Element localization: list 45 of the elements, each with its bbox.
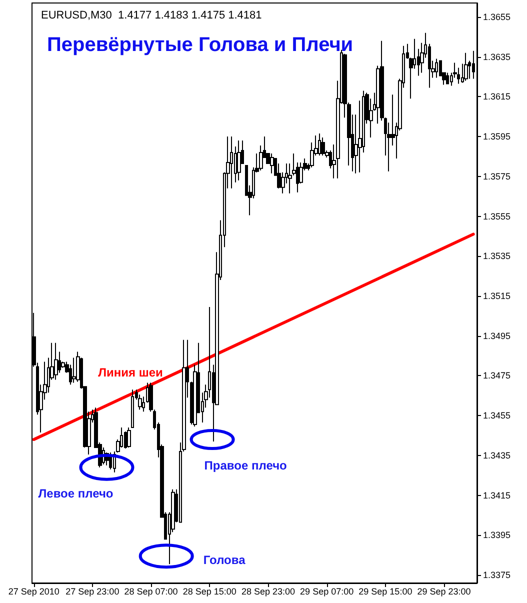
candlestick: [109, 452, 112, 470]
candlestick: [142, 396, 145, 412]
candlestick: [446, 72, 449, 84]
candlestick: [318, 133, 321, 156]
annotation: Левое плечо: [38, 486, 114, 500]
y-tick-label: 1.3495: [483, 330, 511, 341]
candlestick: [237, 140, 241, 181]
y-tick-label: 1.3595: [483, 132, 511, 142]
text: Перевёрнутые Голова и Плечи: [47, 34, 354, 56]
x-tick-label: 29 Sep 15:00: [358, 586, 412, 596]
candlestick: [54, 342, 58, 380]
y-tick-label: 1.3535: [483, 251, 511, 262]
x-tick-label: 29 Sep 07:00: [300, 586, 354, 596]
y-tick-label: 1.3475: [483, 370, 511, 381]
x-tick-label: 27 Sep 23:00: [66, 586, 120, 596]
y-tick-label: 1.3395: [483, 530, 511, 540]
text: EURUSD,M30 1.4177 1.4183 1.4175 1.4181: [41, 10, 262, 22]
x-tick-label: 27 Sep 2010: [8, 586, 60, 596]
annotation: Правое плечо: [204, 458, 287, 472]
y-tick-label: 1.3455: [483, 410, 511, 421]
y-tick-label: 1.3555: [483, 211, 511, 222]
candlestick: [230, 136, 233, 189]
y-tick-label: 1.3635: [483, 52, 511, 62]
candlestick: [457, 67, 460, 84]
y-tick-label: 1.3515: [483, 290, 511, 301]
candlestick: [435, 58, 438, 78]
y-tick-label: 1.3655: [483, 12, 511, 22]
x-tick-label: 28 Sep 23:00: [241, 586, 296, 596]
x-tick-label: 28 Sep 07:00: [124, 586, 178, 596]
candlestick: [321, 137, 325, 156]
y-tick-label: 1.3415: [483, 490, 511, 500]
y-tick-label: 1.3575: [483, 171, 511, 182]
y-tick-label: 1.3375: [483, 570, 511, 580]
candlestick: [127, 427, 131, 448]
y-tick-label: 1.3435: [483, 450, 511, 460]
x-tick-label: 29 Sep 23:00: [417, 586, 471, 596]
candlestick: [131, 389, 134, 428]
annotation: Голова: [203, 553, 246, 568]
candlestick: [270, 152, 274, 174]
candlestick: [464, 52, 468, 82]
candlestick: [124, 431, 127, 449]
y-tick-label: 1.3615: [483, 92, 511, 102]
x-tick-label: 28 Sep 15:00: [182, 586, 236, 596]
series-label: Линия шеи: [98, 365, 163, 380]
candlestick: [472, 50, 475, 80]
